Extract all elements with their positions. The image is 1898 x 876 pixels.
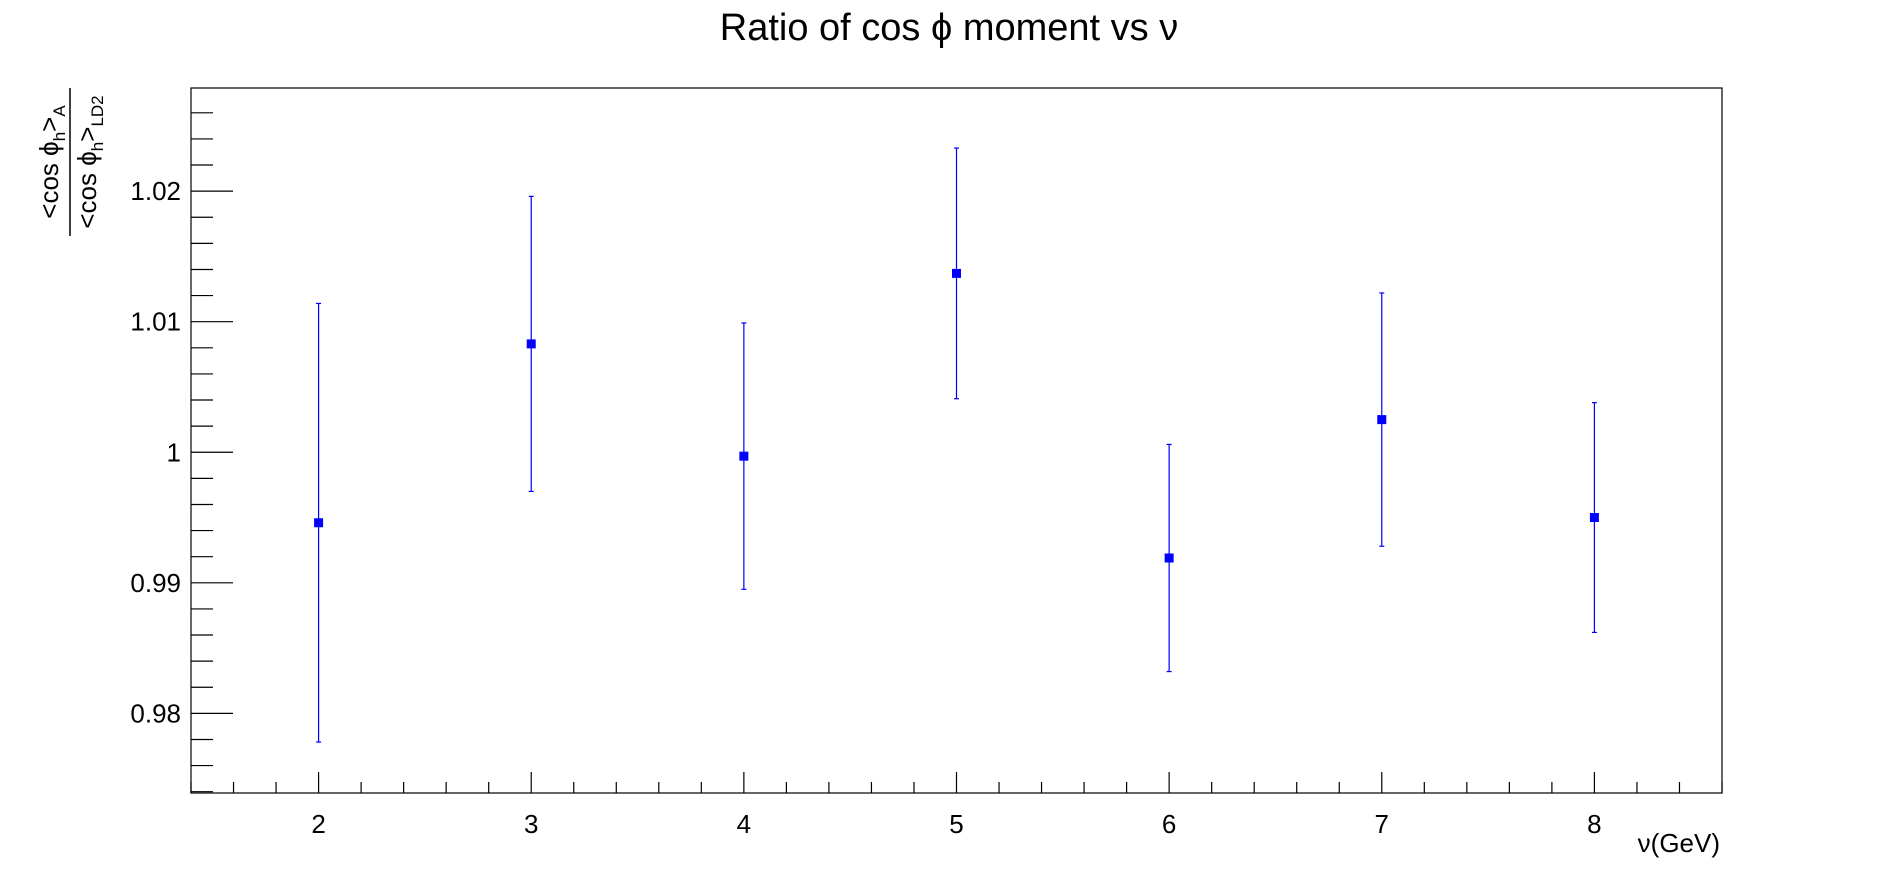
y-tick-label: 0.99 [130,568,181,598]
y-axis-tick-labels: 0.98 0.99 1 1.01 1.02 [130,176,181,728]
svg-text:<cos ϕh>A: <cos ϕh>A [34,105,69,219]
data-point [526,339,536,349]
data-point [314,518,324,528]
x-tick-label: 5 [949,809,963,839]
y-label-num-sub: h [50,132,69,141]
y-axis-label-denominator: <cos ϕh>LD2 [72,95,107,228]
x-tick-label: 6 [1162,809,1176,839]
y-axis-label-numerator: <cos ϕh>A [34,105,69,219]
x-tick-label: 3 [524,809,538,839]
x-tick-label: 4 [737,809,751,839]
data-point [739,451,749,461]
y-label-num-sub2: A [50,105,69,117]
y-label-den-sub: h [88,142,107,151]
y-label-num-close: > [34,117,64,132]
x-axis-ticks [190,772,1723,793]
y-label-den-sub2: LD2 [88,95,107,126]
x-axis-tick-labels: 2 3 4 5 6 7 8 [311,809,1601,839]
x-tick-label: 2 [311,809,325,839]
svg-text:<cos ϕh>LD2: <cos ϕh>LD2 [72,95,107,228]
data-point [952,268,961,278]
x-tick-label: 8 [1587,809,1601,839]
y-label-den-main: <cos ϕ [72,151,102,228]
data-point [1164,553,1174,563]
chart-title: Ratio of cos ϕ moment vs ν [720,7,1178,49]
y-label-den-close: > [72,127,102,142]
x-tick-label: 7 [1375,809,1389,839]
y-tick-label: 0.98 [130,698,181,728]
y-tick-label: 1.01 [130,307,181,337]
data-series [314,147,1599,743]
y-tick-label: 1 [167,437,181,467]
y-label-num-main: <cos ϕ [34,141,64,218]
y-axis-ticks [191,112,233,793]
y-tick-label: 1.02 [130,176,181,206]
data-point [1589,513,1599,523]
data-point [1377,415,1387,425]
x-axis-label: ν(GeV) [1638,828,1720,858]
